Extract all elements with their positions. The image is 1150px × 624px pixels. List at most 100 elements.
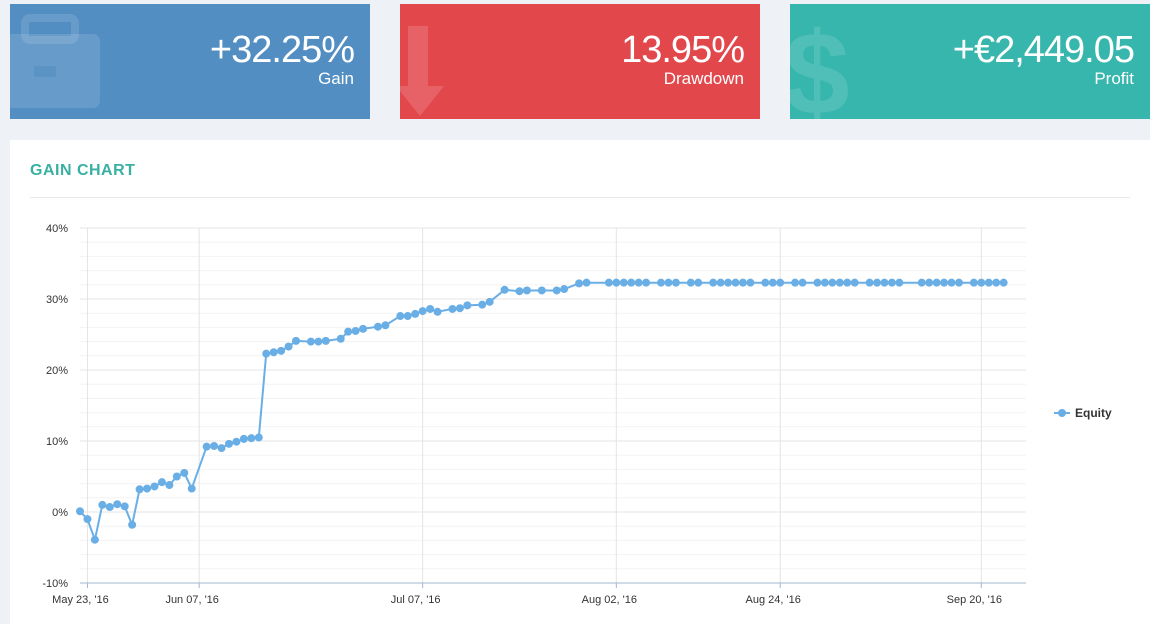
y-tick-label: 30% [46,294,68,306]
data-point-equity [455,304,464,313]
data-point-equity [143,484,152,493]
data-point-equity [344,327,353,336]
data-point-equity [709,278,718,287]
data-point-equity [463,301,472,310]
data-point-equity [768,278,777,287]
data-point-equity [210,441,219,450]
data-point-equity [254,433,263,442]
data-point-equity [433,307,442,316]
data-point-equity [820,278,829,287]
data-point-equity [105,503,114,512]
data-point-equity [925,278,934,287]
data-point-equity [262,349,271,358]
data-point-equity [232,437,241,446]
data-point-equity [247,434,256,443]
data-point-equity [224,439,233,448]
y-tick-label: 40% [46,223,68,235]
data-point-equity [172,472,181,481]
briefcase-icon [10,14,100,108]
x-tick-label: Sep 20, '16 [947,594,1002,606]
data-point-equity [642,278,651,287]
data-point-equity [895,278,904,287]
data-point-equity [90,535,99,544]
gain-value: +32.25% [209,29,355,71]
data-point-equity [947,278,956,287]
data-point-equity [604,278,613,287]
y-tick-label: -10% [42,578,68,590]
drawdown-label: Drawdown [663,69,744,88]
data-point-equity [969,278,978,287]
data-point-equity [992,278,1001,287]
data-point-equity [76,507,84,516]
profit-card: $ +€2,449.05 Profit [790,4,1150,119]
data-point-equity [515,287,524,296]
gain-chart-panel: GAIN CHART -10% 0% 10% 20% 30% 40% May 23, '16… [10,140,1150,624]
data-point-equity [448,304,457,313]
data-point-equity [657,278,666,287]
data-point-equity [634,278,643,287]
x-tick-label: Jul 07, '16 [391,594,441,606]
data-point-equity [135,485,144,494]
data-point-equity [731,278,740,287]
data-point-equity [321,336,330,345]
data-point-equity [724,278,733,287]
data-point-equity [180,468,189,477]
data-point-equity [835,278,844,287]
data-point-equity [575,279,584,288]
data-point-equity [165,481,174,490]
data-point-equity [813,278,822,287]
gain-chart: -10% 0% 10% 20% 30% 40% May 23, '16 Jun 07, '16… [42,223,1112,606]
dollar-icon: $ [790,8,850,119]
data-point-equity [269,348,278,357]
profit-value: +€2,449.05 [952,29,1135,71]
data-point-equity [940,278,949,287]
data-point-equity [664,278,673,287]
data-point-equity [373,322,382,331]
data-point-equity [954,278,963,287]
data-point-equity [761,278,770,287]
data-point-equity [612,278,621,287]
data-point-equity [932,278,941,287]
panel-title: GAIN CHART [30,162,136,179]
data-point-equity [351,326,360,335]
data-point-equity [98,500,107,509]
data-point-equity [239,434,248,443]
data-point-equity [128,520,137,529]
data-point-equity [917,278,926,287]
data-point-equity [746,278,755,287]
data-point-equity [552,286,561,295]
y-tick-label: 20% [46,365,68,377]
data-point-equity [716,278,725,287]
data-point-equity [120,502,129,511]
data-point-equity [187,484,196,493]
data-point-equity [984,278,993,287]
data-point-equity [627,278,636,287]
data-point-equity [694,278,703,287]
data-point-equity [150,482,159,491]
data-point-equity [686,278,695,287]
y-tick-label: 0% [52,507,68,519]
data-point-equity [977,278,986,287]
data-point-equity [999,278,1008,287]
data-point-equity [582,278,591,287]
data-point-equity [478,300,487,309]
plot-area [80,228,1026,583]
data-point-equity [671,278,680,287]
data-point-equity [850,278,859,287]
x-tick-label: Jun 07, '16 [165,594,218,606]
legend-label-equity: Equity [1075,406,1112,420]
drawdown-value: 13.95% [621,29,745,71]
data-point-equity [560,285,569,294]
data-point-equity [284,342,293,351]
x-tick-label: May 23, '16 [52,594,109,606]
data-point-equity [776,278,785,287]
data-point-equity [403,312,412,321]
drawdown-card: 13.95% Drawdown [400,4,760,119]
data-point-equity [738,278,747,287]
data-point-equity [292,336,301,345]
data-point-equity [500,285,509,294]
data-point-equity [113,500,122,509]
panel-divider [30,197,1130,198]
data-point-equity [873,278,882,287]
data-point-equity [887,278,896,287]
